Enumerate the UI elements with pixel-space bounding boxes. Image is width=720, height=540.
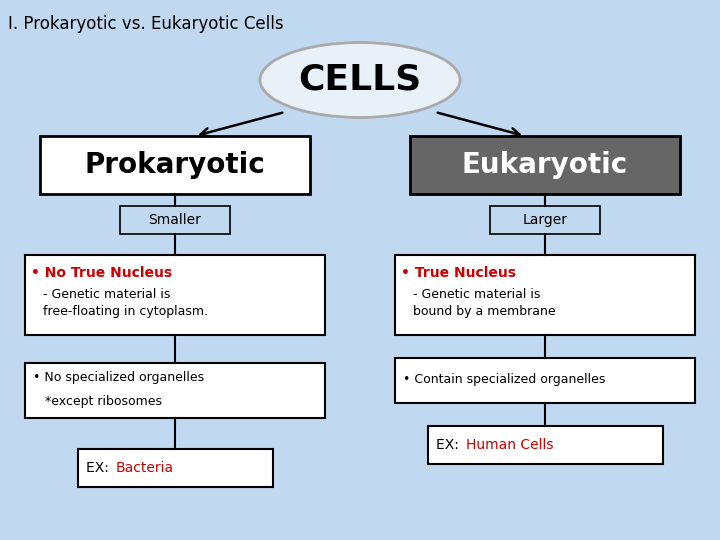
Bar [25,362,325,417]
Bar [40,136,310,194]
Bar [120,206,230,234]
Bar [428,426,662,464]
Bar [490,206,600,234]
Text: Bacteria: Bacteria [115,461,174,475]
Text: CELLS: CELLS [298,63,422,97]
Text: I. Prokaryotic vs. Eukaryotic Cells: I. Prokaryotic vs. Eukaryotic Cells [8,15,284,33]
Text: • No True Nucleus: • No True Nucleus [31,266,172,280]
Text: Human Cells: Human Cells [466,438,553,452]
Text: • True Nucleus: • True Nucleus [401,266,516,280]
Text: Smaller: Smaller [148,213,202,227]
Bar [395,357,695,402]
Text: EX:: EX: [86,461,113,475]
Text: *except ribosomes: *except ribosomes [33,395,162,408]
Ellipse shape [260,43,460,118]
Text: EX:: EX: [436,438,463,452]
Text: • No specialized organelles: • No specialized organelles [33,372,204,384]
Text: - Genetic material is
   bound by a membrane: - Genetic material is bound by a membran… [401,287,556,319]
Text: Eukaryotic: Eukaryotic [462,151,628,179]
Bar [25,255,325,335]
Text: - Genetic material is
   free-floating in cytoplasm.: - Genetic material is free-floating in c… [31,287,208,319]
Bar [395,255,695,335]
Bar [78,449,272,487]
Text: • Contain specialized organelles: • Contain specialized organelles [403,374,606,387]
Text: Prokaryotic: Prokaryotic [85,151,266,179]
Bar [410,136,680,194]
Text: Larger: Larger [523,213,567,227]
